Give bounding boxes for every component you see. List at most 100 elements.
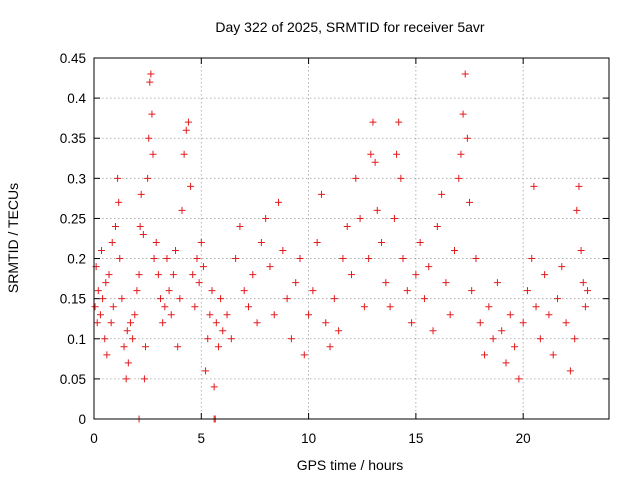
data-point bbox=[157, 295, 165, 303]
data-point bbox=[197, 239, 205, 247]
data-point bbox=[309, 287, 317, 295]
data-point bbox=[93, 319, 101, 327]
data-point bbox=[249, 271, 257, 279]
data-point bbox=[326, 343, 334, 351]
data-point bbox=[339, 255, 347, 263]
data-point bbox=[253, 319, 261, 327]
data-point bbox=[163, 255, 171, 263]
data-point bbox=[219, 327, 227, 335]
data-point bbox=[161, 303, 169, 311]
data-point bbox=[515, 375, 523, 383]
data-point bbox=[317, 190, 325, 198]
data-point bbox=[217, 295, 225, 303]
data-point bbox=[118, 295, 126, 303]
data-point bbox=[386, 303, 394, 311]
data-point bbox=[133, 287, 141, 295]
data-point bbox=[322, 319, 330, 327]
data-point bbox=[148, 110, 156, 118]
y-tick-label: 0.1 bbox=[67, 332, 86, 347]
data-point bbox=[511, 343, 519, 351]
data-point bbox=[335, 327, 343, 335]
data-point bbox=[227, 335, 235, 343]
data-point bbox=[114, 174, 122, 182]
data-point bbox=[403, 287, 411, 295]
data-point bbox=[266, 263, 274, 271]
data-point bbox=[96, 311, 104, 319]
data-point bbox=[369, 118, 377, 126]
data-point bbox=[408, 319, 416, 327]
data-point bbox=[122, 375, 130, 383]
data-point bbox=[107, 319, 115, 327]
data-point bbox=[461, 70, 469, 78]
data-point bbox=[549, 351, 557, 359]
data-point bbox=[99, 295, 107, 303]
data-point bbox=[571, 335, 579, 343]
data-point bbox=[149, 150, 157, 158]
data-point bbox=[457, 150, 465, 158]
data-point bbox=[167, 311, 175, 319]
data-point bbox=[176, 295, 184, 303]
data-point bbox=[204, 335, 212, 343]
data-point bbox=[129, 335, 137, 343]
data-point bbox=[390, 214, 398, 222]
data-point bbox=[94, 287, 102, 295]
y-tick-label: 0.35 bbox=[60, 131, 86, 146]
data-point bbox=[489, 335, 497, 343]
data-point bbox=[581, 303, 589, 311]
data-point bbox=[485, 303, 493, 311]
data-point bbox=[103, 351, 111, 359]
data-point bbox=[562, 319, 570, 327]
data-point bbox=[365, 255, 373, 263]
data-point bbox=[124, 359, 132, 367]
y-tick-label: 0 bbox=[78, 412, 86, 427]
data-points bbox=[91, 70, 592, 423]
data-point bbox=[126, 319, 134, 327]
data-point bbox=[468, 287, 476, 295]
data-point bbox=[111, 222, 119, 230]
data-point bbox=[352, 174, 360, 182]
data-point bbox=[208, 287, 216, 295]
data-point bbox=[412, 271, 420, 279]
data-point bbox=[451, 247, 458, 255]
data-point bbox=[466, 198, 474, 206]
y-tick-label: 0.25 bbox=[60, 211, 86, 226]
data-point bbox=[169, 271, 177, 279]
y-tick-label: 0.2 bbox=[67, 252, 86, 267]
data-point bbox=[502, 359, 510, 367]
x-tick-label: 10 bbox=[301, 431, 316, 446]
data-point bbox=[131, 311, 139, 319]
x-tick-label: 15 bbox=[408, 431, 423, 446]
data-point bbox=[378, 239, 386, 247]
data-point bbox=[541, 271, 549, 279]
data-point bbox=[105, 271, 113, 279]
data-point bbox=[438, 190, 446, 198]
data-point bbox=[397, 174, 405, 182]
x-tick-label: 0 bbox=[90, 431, 98, 446]
data-point bbox=[109, 303, 117, 311]
data-point bbox=[223, 311, 231, 319]
data-point bbox=[191, 303, 199, 311]
data-point bbox=[147, 70, 155, 78]
data-point bbox=[116, 255, 124, 263]
data-point bbox=[139, 230, 147, 238]
data-point bbox=[577, 247, 585, 255]
y-tick-label: 0.15 bbox=[60, 292, 86, 307]
data-point bbox=[287, 335, 295, 343]
data-point bbox=[433, 222, 441, 230]
data-point bbox=[98, 247, 106, 255]
data-point bbox=[210, 383, 218, 391]
data-point bbox=[506, 311, 514, 319]
data-point bbox=[536, 335, 544, 343]
data-point bbox=[463, 134, 471, 142]
data-point bbox=[115, 198, 123, 206]
data-point bbox=[212, 319, 220, 327]
data-point bbox=[429, 327, 437, 335]
data-point bbox=[146, 78, 154, 86]
data-point bbox=[140, 375, 148, 383]
data-point bbox=[202, 367, 210, 375]
x-tick-label: 20 bbox=[516, 431, 531, 446]
data-point bbox=[425, 263, 433, 271]
grid-lines bbox=[94, 58, 609, 419]
data-point bbox=[343, 222, 351, 230]
